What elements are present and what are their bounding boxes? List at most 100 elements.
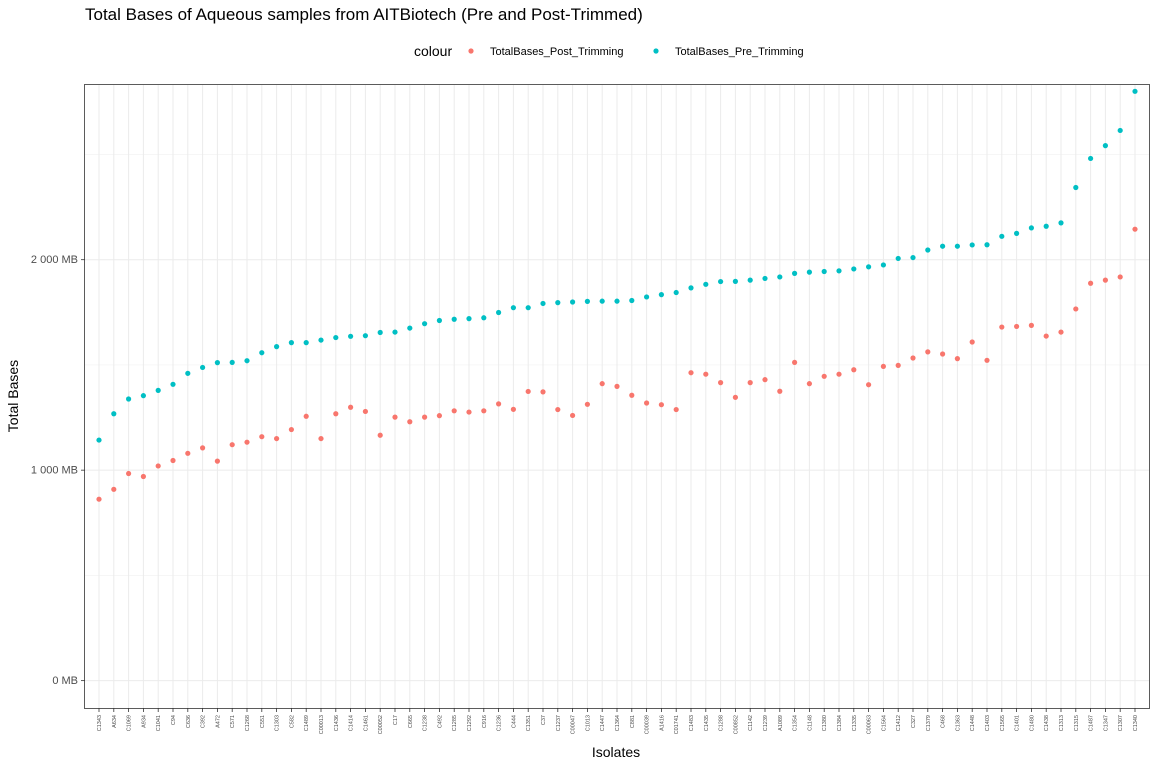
- x-tick-label: C881: [630, 715, 636, 728]
- point-post-trimming: [510, 406, 516, 412]
- point-pre-trimming: [880, 262, 887, 268]
- point-pre-trimming: [126, 396, 132, 402]
- point-pre-trimming: [185, 370, 191, 376]
- point-pre-trimming: [170, 381, 176, 387]
- x-tick-label: C1340: [1133, 715, 1139, 731]
- point-pre-trimming: [866, 264, 872, 270]
- point-pre-trimming: [599, 298, 605, 304]
- legend-label-pre-trimming: TotalBases_Pre_Trimming: [675, 46, 804, 58]
- x-axis-title: Isolates: [592, 744, 640, 760]
- x-tick-label: C1364: [615, 715, 621, 731]
- x-tick-label: C1480: [1029, 715, 1035, 731]
- x-tick-label: C1268: [245, 715, 251, 731]
- point-post-trimming: [688, 370, 694, 376]
- point-post-trimming: [718, 380, 724, 386]
- point-post-trimming: [658, 402, 665, 408]
- x-tick-label: C1363: [955, 715, 961, 731]
- point-post-trimming: [274, 435, 280, 442]
- point-post-trimming: [333, 411, 339, 417]
- point-pre-trimming: [481, 315, 487, 321]
- point-post-trimming: [244, 439, 250, 445]
- x-tick-label: C00063: [867, 715, 873, 734]
- point-post-trimming: [644, 400, 650, 406]
- x-tick-label: C492: [437, 715, 443, 728]
- gridlines: [85, 85, 1149, 708]
- legend-title: colour: [414, 43, 452, 59]
- point-post-trimming: [1058, 329, 1064, 335]
- point-pre-trimming: [348, 333, 354, 339]
- x-tick-label: C582: [289, 715, 295, 728]
- point-post-trimming: [555, 406, 561, 413]
- x-tick-label: C01741: [674, 715, 680, 734]
- x-tick-label: C37: [541, 715, 547, 725]
- x-axis: C1343 A634 C1069 A934 C1041 C94 C636 C392 A472 C5…: [97, 708, 1139, 734]
- point-post-trimming: [1043, 333, 1049, 339]
- x-tick-label: C1238: [423, 715, 429, 731]
- x-tick-label: C1489: [304, 715, 310, 731]
- x-tick-label: C1447: [600, 715, 606, 731]
- legend: colour TotalBases_Post_Trimming TotalBas…: [414, 43, 804, 59]
- x-tick-label: C1412: [896, 715, 902, 731]
- point-pre-trimming: [1073, 184, 1079, 191]
- x-tick-label: C94: [171, 715, 177, 725]
- point-pre-trimming: [525, 305, 531, 311]
- x-tick-label: C551: [260, 715, 266, 728]
- point-post-trimming: [185, 450, 191, 456]
- y-tick-label: 0 MB: [52, 675, 78, 687]
- point-pre-trimming: [925, 247, 931, 253]
- x-tick-label: C1380: [822, 715, 828, 731]
- point-pre-trimming: [1043, 223, 1049, 229]
- point-pre-trimming: [732, 278, 739, 284]
- point-pre-trimming: [318, 337, 324, 343]
- point-pre-trimming: [200, 364, 206, 371]
- x-tick-label: C17: [393, 715, 399, 725]
- point-post-trimming: [895, 362, 901, 368]
- x-tick-label: C1384: [837, 715, 843, 731]
- x-tick-label: C1351: [526, 715, 532, 731]
- point-pre-trimming: [614, 298, 620, 304]
- point-pre-trimming: [1117, 127, 1123, 134]
- y-axis: 0 MB 1 000 MB 2 000 MB: [31, 254, 85, 687]
- point-post-trimming: [836, 371, 842, 377]
- point-pre-trimming: [762, 275, 768, 282]
- x-tick-label: A634: [112, 715, 118, 728]
- x-tick-label: C00039: [645, 715, 651, 734]
- x-tick-label: C1487: [1089, 715, 1095, 731]
- x-tick-label: C1239: [763, 715, 769, 731]
- point-post-trimming: [377, 432, 383, 438]
- point-post-trimming: [407, 419, 413, 425]
- x-tick-label: C1379: [926, 715, 932, 731]
- x-tick-label: C1307: [1118, 715, 1124, 731]
- point-post-trimming: [732, 394, 739, 400]
- x-tick-label: C571: [230, 715, 236, 728]
- point-post-trimming: [496, 401, 502, 407]
- plot-panel: [84, 84, 1150, 709]
- point-pre-trimming: [496, 309, 502, 316]
- x-tick-label: C1303: [275, 715, 281, 731]
- point-pre-trimming: [999, 233, 1005, 239]
- x-tick-label: C444: [511, 715, 517, 728]
- point-post-trimming: [1014, 323, 1020, 330]
- point-pre-trimming: [274, 344, 280, 350]
- x-tick-label: C1436: [334, 715, 340, 731]
- point-pre-trimming: [1088, 155, 1094, 162]
- x-tick-label: C1435: [704, 715, 710, 731]
- point-post-trimming: [170, 457, 176, 464]
- point-post-trimming: [259, 434, 265, 440]
- x-tick-label: C1354: [793, 715, 799, 731]
- point-pre-trimming: [836, 268, 842, 274]
- point-post-trimming: [422, 414, 428, 420]
- x-tick-label: C1438: [1044, 715, 1050, 731]
- point-post-trimming: [481, 408, 487, 414]
- point-post-trimming: [348, 404, 354, 410]
- x-tick-label: C1461: [363, 715, 369, 731]
- point-post-trimming: [436, 413, 442, 419]
- point-post-trimming: [584, 401, 591, 407]
- point-pre-trimming: [851, 266, 857, 272]
- x-tick-label: A1416: [659, 715, 665, 731]
- point-post-trimming: [155, 463, 161, 469]
- legend-label-post-trimming: TotalBases_Post_Trimming: [490, 46, 623, 58]
- point-post-trimming: [984, 357, 990, 363]
- x-tick-label: C1315: [1074, 715, 1080, 731]
- point-pre-trimming: [570, 299, 576, 305]
